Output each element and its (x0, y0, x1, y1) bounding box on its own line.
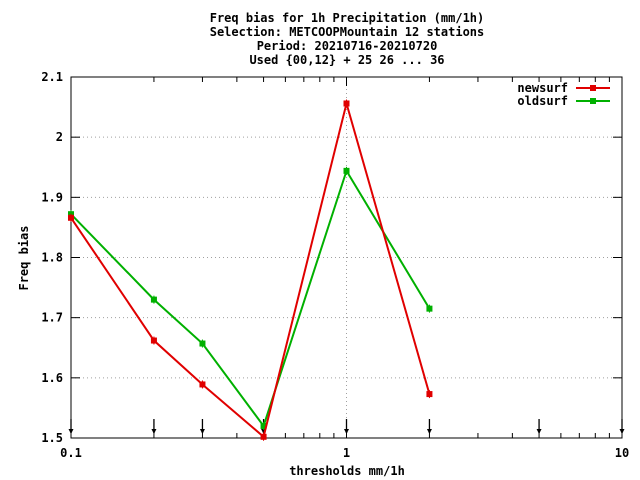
y-tick-label: 1.7 (41, 311, 63, 325)
y-axis-label: Freq bias (17, 225, 31, 290)
x-axis-label: thresholds mm/1h (289, 464, 405, 478)
series-line-oldsurf (70, 168, 431, 429)
grid (71, 77, 622, 438)
threshold-marker-arrow (619, 429, 625, 434)
threshold-markers (68, 419, 625, 434)
threshold-marker-arrow (199, 429, 205, 434)
legend-marker-oldsurf (590, 98, 596, 104)
x-tick-label: 1 (343, 446, 350, 460)
series-newsurf (68, 99, 433, 441)
y-tick-label: 1.8 (41, 251, 63, 265)
x-tick-label: 0.1 (60, 446, 82, 460)
y-tick-label: 2.1 (41, 70, 63, 84)
legend-marker-newsurf (590, 85, 596, 91)
y-tick-labels: 1.5 1.6 1.7 1.8 1.9 2 2.1 (41, 70, 63, 445)
threshold-marker-arrow (536, 429, 542, 434)
title-line-3: Period: 20210716-20210720 (257, 39, 438, 53)
x-tick-label: 10 (615, 446, 629, 460)
y-tick-label: 1.6 (41, 371, 63, 385)
axis-ticks (70, 76, 623, 439)
legend-label-newsurf: newsurf (517, 81, 568, 95)
chart-title: Freq bias for 1h Precipitation (mm/1h)Se… (210, 11, 485, 67)
series (68, 99, 433, 441)
threshold-marker-arrow (344, 429, 349, 434)
series-line-newsurf (70, 99, 431, 439)
threshold-marker-arrow (151, 429, 157, 434)
threshold-marker-arrow (426, 429, 432, 434)
legend-label-oldsurf: oldsurf (517, 94, 568, 108)
threshold-marker-arrow (68, 429, 74, 434)
x-tick-labels: 0.1 1 10 (60, 446, 629, 460)
title-line-4: Used {00,12} + 25 26 ... 36 (249, 53, 444, 67)
y-tick-label: 1.9 (41, 190, 63, 204)
title-line-1: Freq bias for 1h Precipitation (mm/1h) (210, 11, 485, 25)
y-tick-label: 2 (56, 130, 63, 144)
series-oldsurf (68, 166, 433, 430)
title-line-2: Selection: METCOOPMountain 12 stations (210, 25, 485, 39)
y-tick-label: 1.5 (41, 431, 63, 445)
